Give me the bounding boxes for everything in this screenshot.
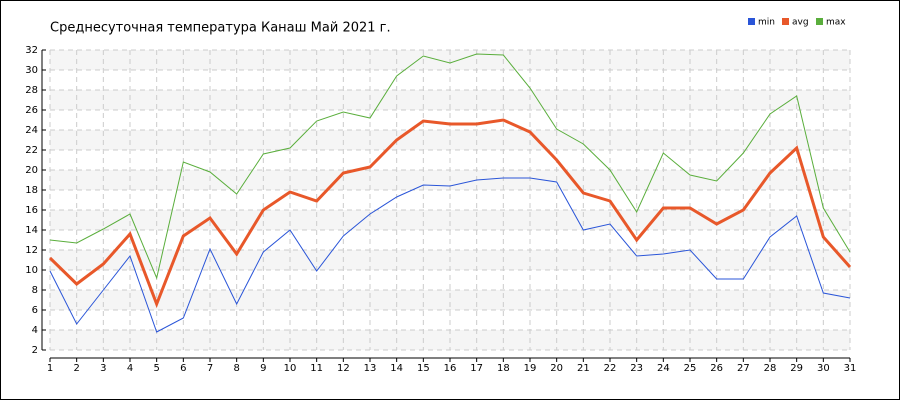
- legend-swatch: [748, 18, 755, 25]
- y-tick-label: 4: [32, 325, 38, 336]
- band: [50, 290, 850, 310]
- y-tick-label: 14: [25, 225, 38, 236]
- x-tick-label: 8: [233, 363, 239, 374]
- x-tick-label: 31: [844, 363, 857, 374]
- x-tick-label: 23: [630, 363, 643, 374]
- series-line: [49, 53, 851, 280]
- y-tick-label: 22: [25, 145, 38, 156]
- y-tick-label: 24: [25, 125, 38, 136]
- x-tick-label: 6: [180, 363, 186, 374]
- y-tick-label: 6: [32, 305, 38, 316]
- x-tick-label: 13: [364, 363, 377, 374]
- x-tick-label: 28: [764, 363, 777, 374]
- x-tick-label: 7: [207, 363, 213, 374]
- x-tick-label: 14: [390, 363, 403, 374]
- x-tick-label: 26: [710, 363, 723, 374]
- x-tick-label: 30: [817, 363, 830, 374]
- x-tick-label: 19: [524, 363, 537, 374]
- series-line: [49, 177, 851, 333]
- y-tick-label: 8: [32, 285, 38, 296]
- x-tick-label: 1: [47, 363, 53, 374]
- y-tick-label: 20: [25, 165, 38, 176]
- x-tick-label: 3: [100, 363, 106, 374]
- x-tick-label: 16: [444, 363, 457, 374]
- x-tick-label: 17: [470, 363, 483, 374]
- y-tick-label: 2: [32, 345, 38, 356]
- y-tick-label: 32: [25, 45, 38, 56]
- x-tick-label: 2: [73, 363, 79, 374]
- legend-label: min: [758, 18, 775, 28]
- y-tick-label: 18: [25, 185, 38, 196]
- x-tick-label: 21: [577, 363, 590, 374]
- x-tick-label: 9: [260, 363, 266, 374]
- legend-label: avg: [792, 18, 809, 28]
- legend-swatch: [782, 18, 789, 25]
- y-tick-label: 16: [25, 205, 38, 216]
- x-tick-label: 20: [550, 363, 563, 374]
- y-tick-label: 12: [25, 245, 38, 256]
- x-tick-label: 5: [153, 363, 159, 374]
- x-tick-label: 10: [284, 363, 297, 374]
- x-tick-label: 11: [310, 363, 323, 374]
- x-tick-label: 18: [497, 363, 510, 374]
- legend-label: max: [826, 18, 846, 28]
- x-tick-label: 22: [604, 363, 617, 374]
- x-tick-label: 27: [737, 363, 750, 374]
- y-tick-label: 28: [25, 85, 38, 96]
- series-line: [48, 118, 852, 309]
- x-tick-label: 29: [790, 363, 803, 374]
- y-tick-label: 30: [25, 65, 38, 76]
- x-tick-label: 24: [657, 363, 670, 374]
- x-tick-label: 12: [337, 363, 350, 374]
- y-tick-label: 10: [25, 265, 38, 276]
- x-tick-label: 15: [417, 363, 430, 374]
- y-tick-label: 26: [25, 105, 38, 116]
- x-tick-label: 4: [127, 363, 133, 374]
- legend-swatch: [816, 18, 823, 25]
- chart-title: Среднесуточная температура Канаш Май 202…: [50, 21, 391, 36]
- x-tick-label: 25: [684, 363, 697, 374]
